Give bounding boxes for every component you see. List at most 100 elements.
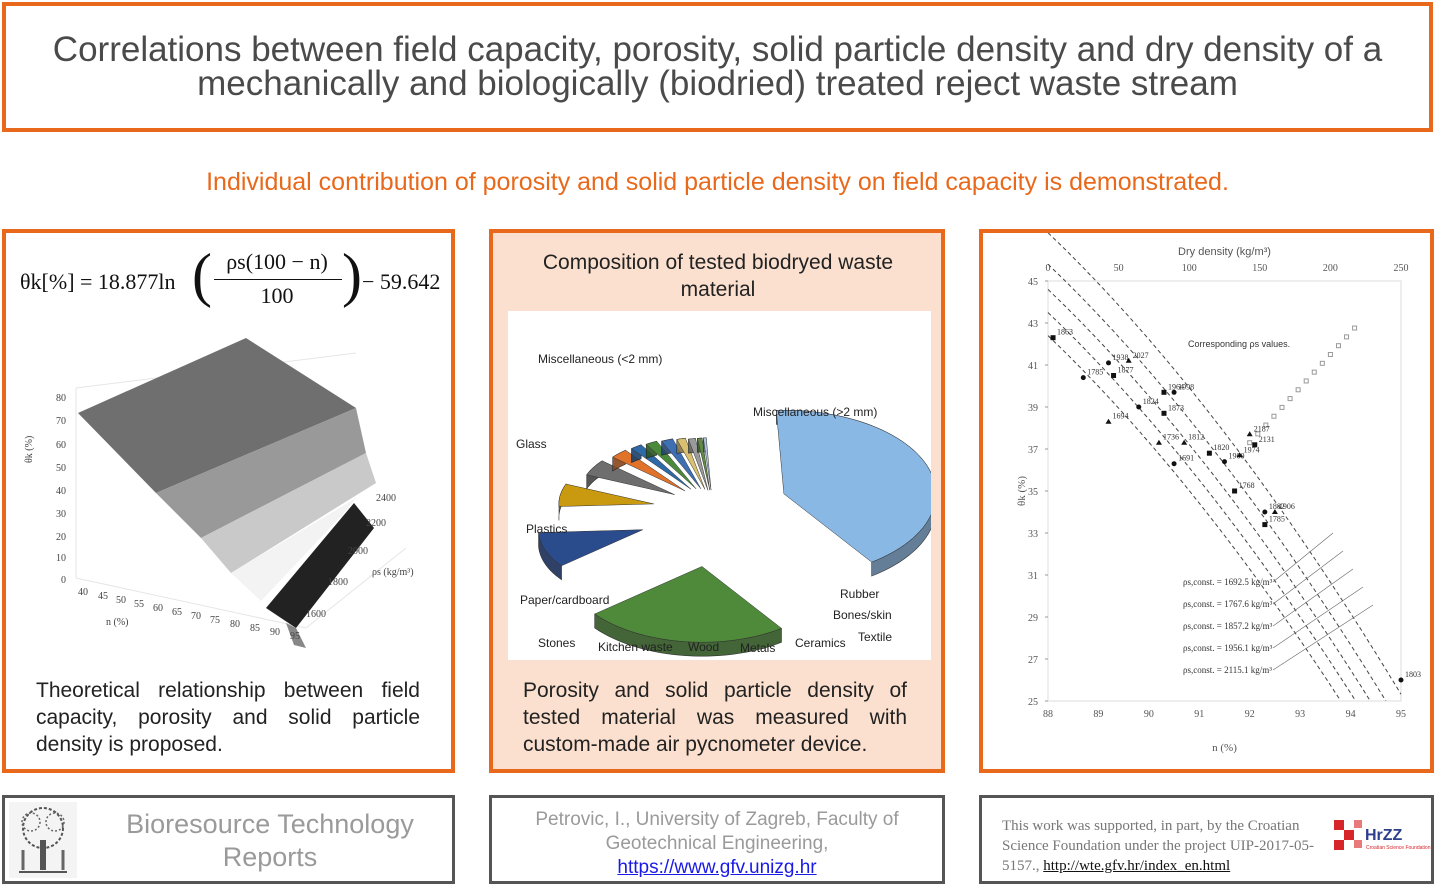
- x-axis: 40 45 50 55 60 65 70 75 80 85 90 95: [78, 587, 300, 642]
- equation: θk[%] = 18.877ln ( ρs(100 − n) 100 ) − 5…: [20, 245, 450, 315]
- x-tick: 80: [230, 619, 240, 630]
- z-tick: 60: [56, 440, 66, 451]
- data-point: [1246, 431, 1253, 437]
- pie-label: Plastics: [526, 522, 567, 536]
- pie-slice: [538, 529, 644, 581]
- point-label: 1877: [1118, 366, 1134, 375]
- equation-paren-close: ): [342, 242, 362, 308]
- pie-slice-top: [645, 440, 697, 489]
- pie-slice-top: [538, 529, 644, 567]
- data-point: [1105, 418, 1112, 424]
- y-axis-label: θk (%): [1016, 476, 1028, 506]
- curve-label-leader: [1272, 604, 1374, 671]
- annotation: Corresponding ρs values.: [1188, 339, 1290, 349]
- curve-label-leader: [1272, 532, 1334, 583]
- pie-chart: Miscellaneous (>2 mm) Miscellaneous (<2 m…: [508, 311, 931, 660]
- x-axis-label: n (%): [1212, 742, 1237, 754]
- equation-paren-open: (: [192, 242, 212, 308]
- x-tick: 40: [78, 587, 88, 598]
- y-tick: 2400: [376, 493, 396, 504]
- x-axis-label: n (%): [106, 617, 129, 628]
- x-tick: 55: [134, 599, 144, 610]
- pie-label: Miscellaneous (<2 mm): [538, 352, 662, 366]
- point-label: 1803: [1405, 670, 1421, 679]
- point-label: 1736: [1163, 433, 1179, 442]
- project-link[interactable]: http://wte.gfv.hr/index_en.html: [1043, 858, 1231, 874]
- data-point: [1271, 509, 1278, 514]
- highlight-subtitle: Individual contribution of porosity and …: [206, 168, 1229, 196]
- data-point: [1171, 461, 1177, 467]
- x-tick-label: 90: [1144, 709, 1154, 720]
- surface-band-4: [231, 498, 356, 601]
- y-tick: 1800: [328, 577, 348, 588]
- constant-density-curve: [1047, 312, 1357, 702]
- data-point: [1252, 442, 1258, 448]
- curve-label: ρs,const. = 2115.1 kg/m³: [1183, 665, 1272, 675]
- data-point: [1111, 373, 1117, 378]
- surface-band-1: [78, 338, 356, 493]
- top-tick-label: 100: [1182, 263, 1197, 274]
- pie-slice: [697, 437, 711, 491]
- x-tick: 75: [210, 615, 220, 626]
- surface-band-2: [156, 408, 366, 538]
- x-tick: 65: [172, 607, 182, 618]
- pie-slice: [703, 437, 712, 491]
- data-point: [1206, 450, 1212, 456]
- point-label: 1820: [1213, 443, 1229, 452]
- pie-label: Ceramics: [795, 636, 846, 650]
- funding-footer: This work was supported, in part, by the…: [979, 795, 1434, 884]
- y-tick: 2200: [366, 518, 386, 529]
- author-footer: Petrovic, I., University of Zagreb, Facu…: [489, 795, 945, 884]
- top-tick-label: 0: [1046, 263, 1051, 274]
- pie-slice-top: [661, 438, 702, 489]
- point-label: 2187: [1254, 424, 1270, 433]
- z-tick: 40: [56, 486, 66, 497]
- point-label: 1998: [1178, 382, 1194, 391]
- curve-label-leader: [1272, 586, 1364, 649]
- x-tick-label: 89: [1093, 709, 1103, 720]
- pie-slice-top: [586, 460, 675, 495]
- top-axis-label: Dry density (kg/m³): [1178, 246, 1271, 258]
- data-point: [1181, 439, 1188, 445]
- dry-density-marker: [1263, 422, 1269, 428]
- y-tick: 2000: [348, 546, 368, 557]
- left-panel: θk[%] = 18.877ln ( ρs(100 − n) 100 ) − 5…: [2, 229, 455, 773]
- pie-slice: [594, 566, 782, 657]
- pie-label: Paper/cardboard: [520, 593, 609, 607]
- pie-slice-shade: [594, 614, 782, 657]
- dry-density-marker: [1335, 343, 1341, 349]
- constant-density-curve: [1047, 233, 1402, 695]
- x-tick: 85: [250, 623, 260, 634]
- y-axis: 1600 1800 2000 2200 2400: [306, 493, 396, 620]
- funding-text-block: This work was supported, in part, by the…: [1002, 816, 1322, 876]
- pie-slice: [676, 437, 706, 490]
- top-tick-label: 50: [1114, 263, 1124, 274]
- y-tick-label: 41: [1028, 361, 1038, 372]
- pie-slice-top: [612, 449, 686, 492]
- point-label: 1964: [1168, 382, 1184, 391]
- pie-slice-top: [558, 483, 654, 507]
- faculty-link[interactable]: https://www.gfv.unizg.hr: [617, 857, 817, 878]
- surface-plot: 80 70 60 50 40 30 20 10 0 θk (%) 40 45 5…: [24, 338, 414, 648]
- point-label: 1938: [1113, 353, 1129, 362]
- y-tick-label: 25: [1028, 697, 1038, 708]
- point-label: 1974: [1244, 445, 1260, 454]
- left-caption: Theoretical relationship between field c…: [36, 679, 420, 756]
- data-point: [1155, 439, 1162, 445]
- top-tick-label: 200: [1323, 263, 1338, 274]
- y-tick-label: 33: [1028, 529, 1038, 540]
- point-label: 1906: [1279, 502, 1295, 511]
- dry-density-marker: [1327, 352, 1333, 357]
- y-tick-label: 31: [1028, 571, 1038, 582]
- data-point: [1262, 509, 1268, 515]
- equation-lhs: θk[%] = 18.877ln: [20, 269, 176, 294]
- x-tick: 95: [290, 631, 300, 642]
- dry-density-marker: [1311, 369, 1317, 375]
- x-tick: 45: [98, 591, 108, 602]
- scatter-chart: 25 27 29 31 33 35 37 39 41 43 45 88 89 90 91 92 93 94 95 0 5…: [1016, 233, 1421, 754]
- pie-chart-title: Composition of tested biodryed waste mat…: [542, 251, 894, 301]
- y-tick-label: 39: [1028, 403, 1038, 414]
- curve-label: ρs,const. = 1692.5 kg/m³: [1183, 577, 1273, 587]
- surface-band-6: [286, 623, 306, 648]
- top-tick-label: 150: [1252, 263, 1267, 274]
